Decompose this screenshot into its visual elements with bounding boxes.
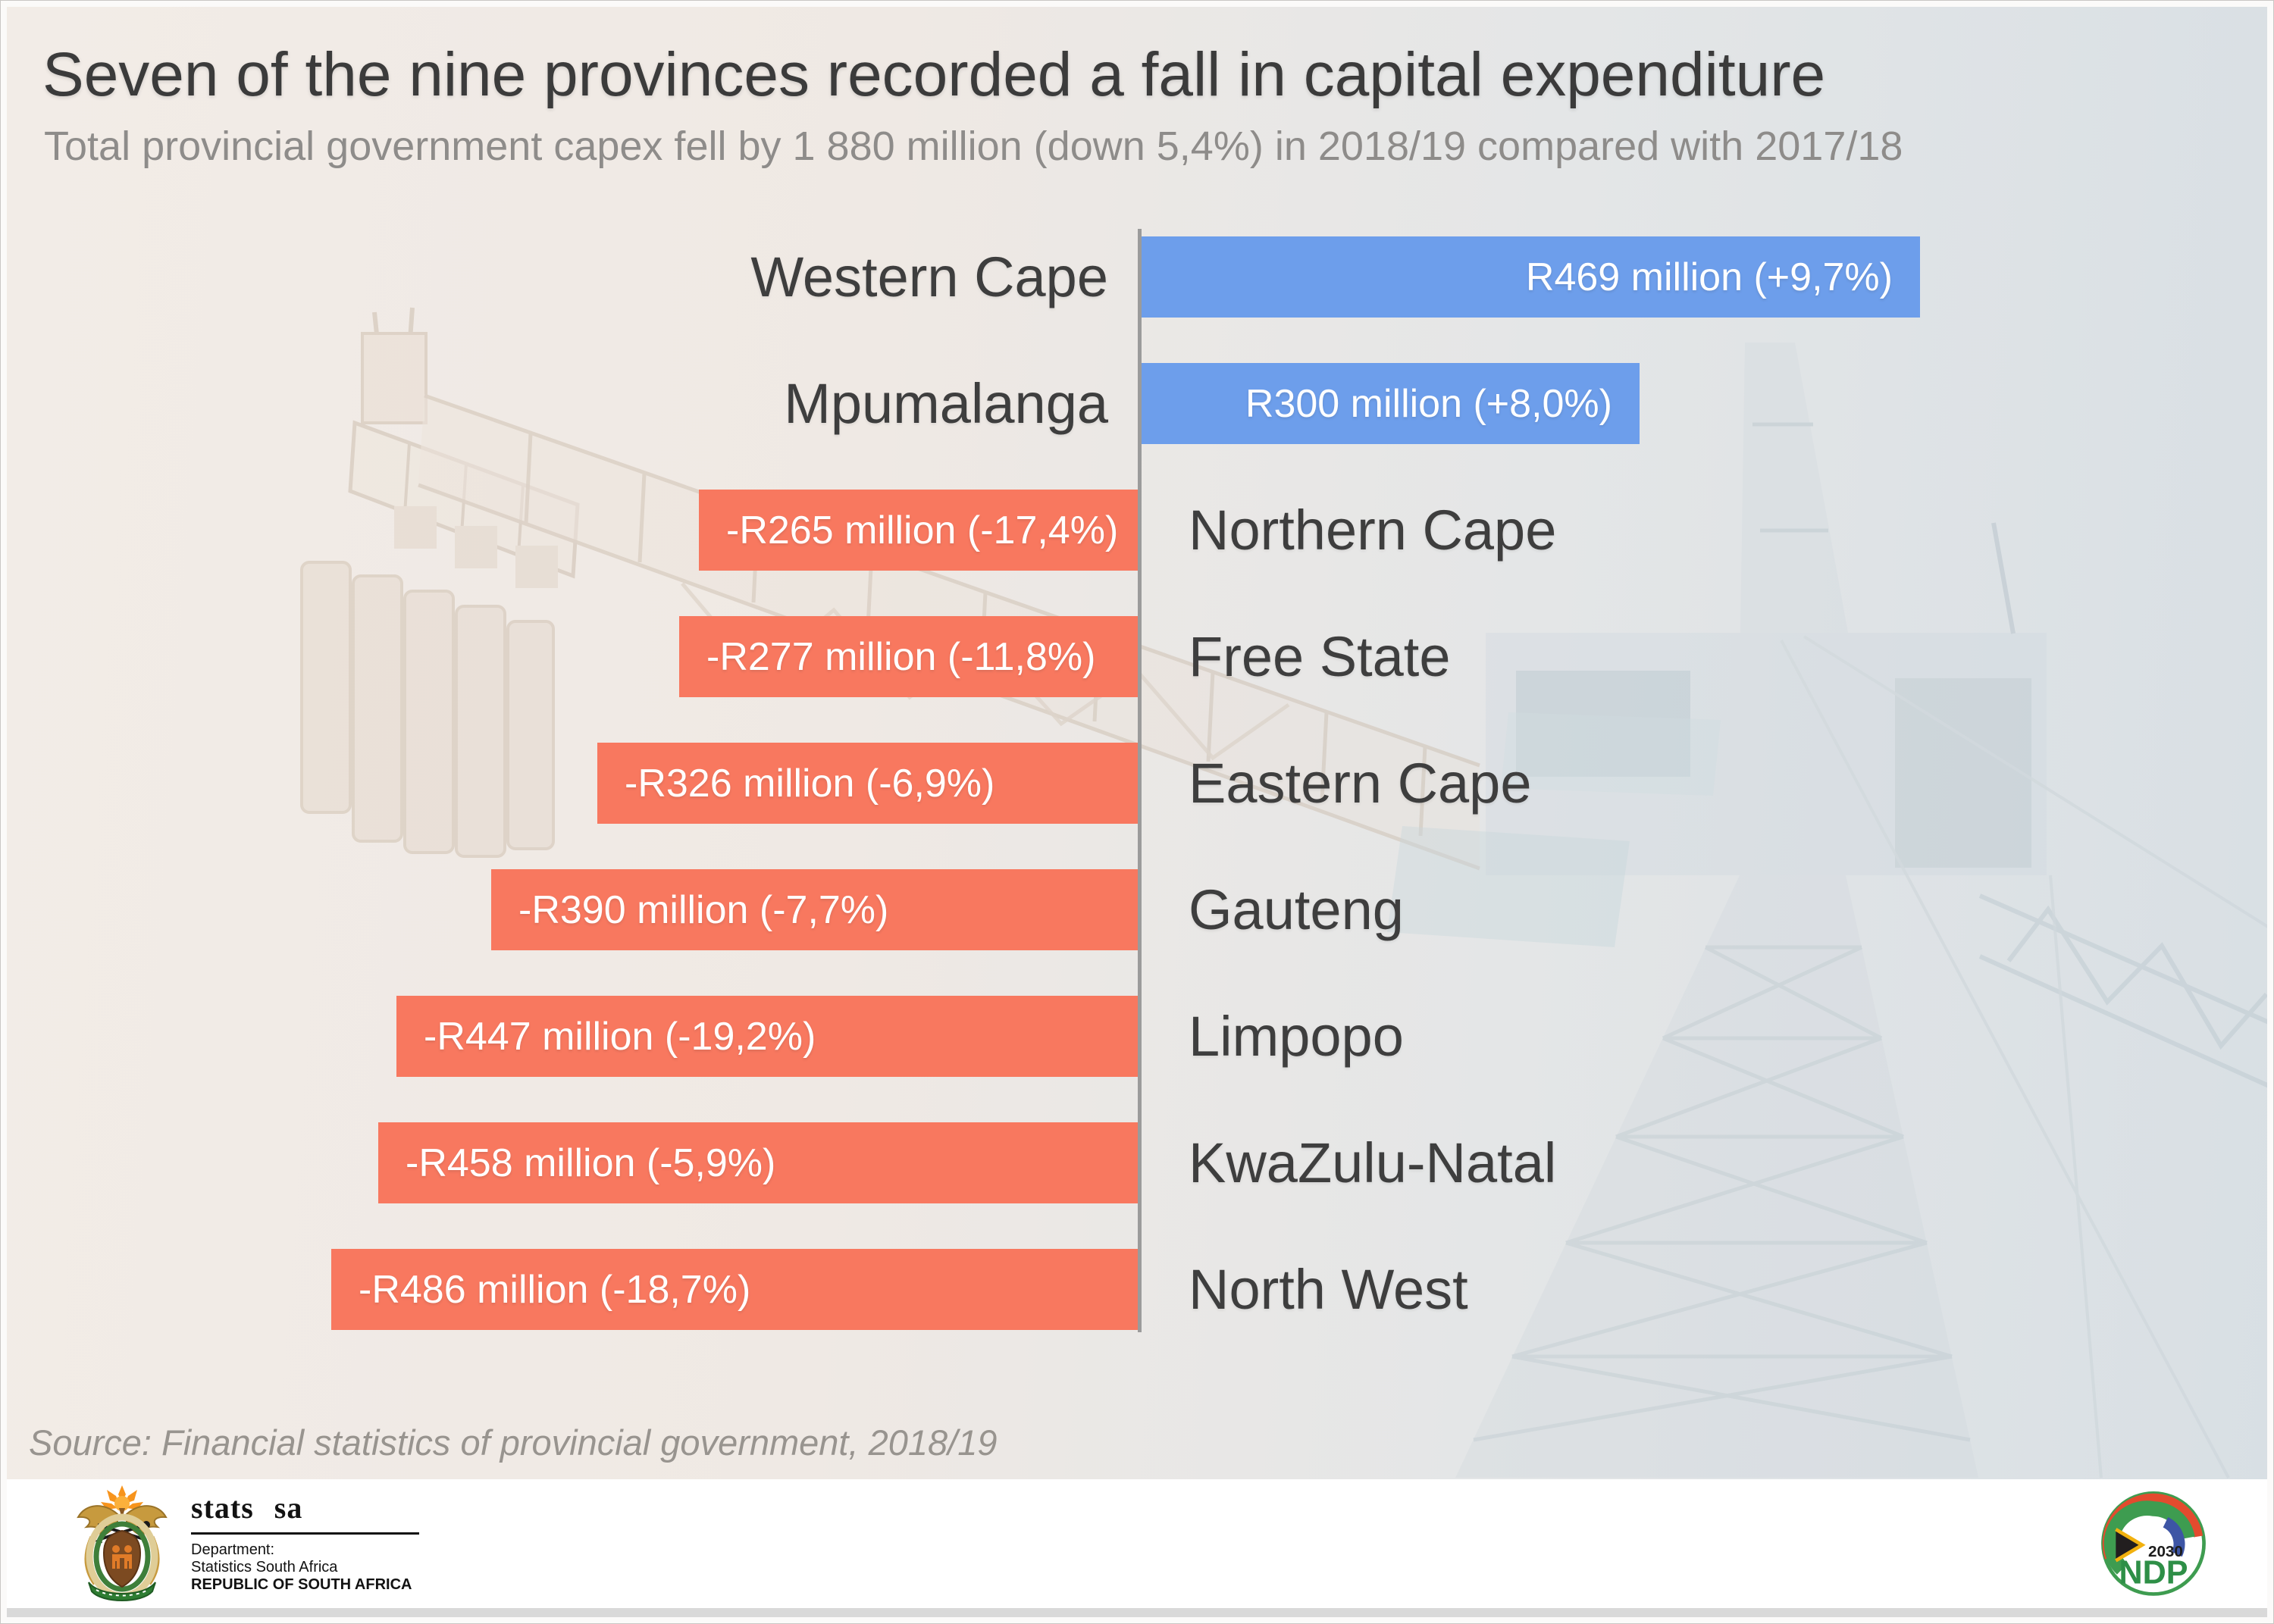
bar-value-label: R300 million (+8,0%)	[1245, 381, 1612, 426]
bottom-strip	[0, 1608, 2274, 1624]
bar-value-label: R469 million (+9,7%)	[1525, 255, 1893, 299]
bar-kwazulu-natal: -R458 million (-5,9%)	[378, 1122, 1140, 1203]
ndp-2030-logo-icon: 2030 NDP	[2101, 1491, 2206, 1596]
bar-value-label: -R277 million (-11,8%)	[706, 634, 1096, 679]
bar-western-cape: R469 million (+9,7%)	[1140, 236, 1920, 318]
category-label-kwazulu-natal: KwaZulu-Natal	[1189, 1131, 1557, 1194]
stats-sa-dept-name: Statistics South Africa	[191, 1559, 338, 1575]
category-label-mpumalanga: Mpumalanga	[784, 372, 1108, 435]
zero-baseline-axis	[1138, 229, 1142, 1332]
stats-sa-logo-block: stats sa Department: Statistics South Af…	[191, 1490, 419, 1594]
bar-value-label: -R326 million (-6,9%)	[625, 761, 995, 806]
bar-gauteng: -R390 million (-7,7%)	[491, 869, 1140, 950]
bar-value-label: -R486 million (-18,7%)	[359, 1267, 751, 1312]
stats-sa-divider	[191, 1532, 419, 1535]
bar-mpumalanga: R300 million (+8,0%)	[1140, 363, 1640, 444]
category-label-free-state: Free State	[1189, 625, 1451, 688]
category-label-western-cape: Western Cape	[750, 246, 1108, 308]
bar-eastern-cape: -R326 million (-6,9%)	[597, 743, 1140, 824]
bar-northern-cape: -R265 million (-17,4%)	[699, 490, 1140, 571]
category-label-gauteng: Gauteng	[1189, 878, 1404, 941]
stats-sa-dept-label: Department:	[191, 1541, 275, 1558]
category-label-limpopo: Limpopo	[1189, 1005, 1404, 1068]
category-label-eastern-cape: Eastern Cape	[1189, 752, 1532, 815]
category-label-north-west: North West	[1189, 1258, 1468, 1321]
ndp-acronym-text: NDP	[2119, 1554, 2188, 1591]
ndp-year-text: 2030	[2148, 1543, 2183, 1560]
footer-band	[0, 1479, 2274, 1608]
bar-value-label: -R458 million (-5,9%)	[406, 1141, 776, 1185]
bar-value-label: -R447 million (-19,2%)	[424, 1014, 816, 1059]
south-africa-coat-of-arms-icon	[77, 1485, 168, 1601]
bar-value-label: -R390 million (-7,7%)	[518, 887, 889, 932]
bar-limpopo: -R447 million (-19,2%)	[396, 996, 1140, 1077]
bar-north-west: -R486 million (-18,7%)	[331, 1249, 1140, 1330]
stats-sa-wordmark: stats sa	[191, 1491, 303, 1525]
bar-free-state: -R277 million (-11,8%)	[679, 616, 1140, 697]
page-subtitle: Total provincial government capex fell b…	[44, 124, 1903, 169]
page-title: Seven of the nine provinces recorded a f…	[42, 40, 1826, 109]
bar-value-label: -R265 million (-17,4%)	[726, 508, 1119, 552]
category-label-northern-cape: Northern Cape	[1189, 499, 1557, 562]
stats-sa-country: REPUBLIC OF SOUTH AFRICA	[191, 1576, 412, 1593]
source-note: Source: Financial statistics of provinci…	[29, 1422, 998, 1463]
